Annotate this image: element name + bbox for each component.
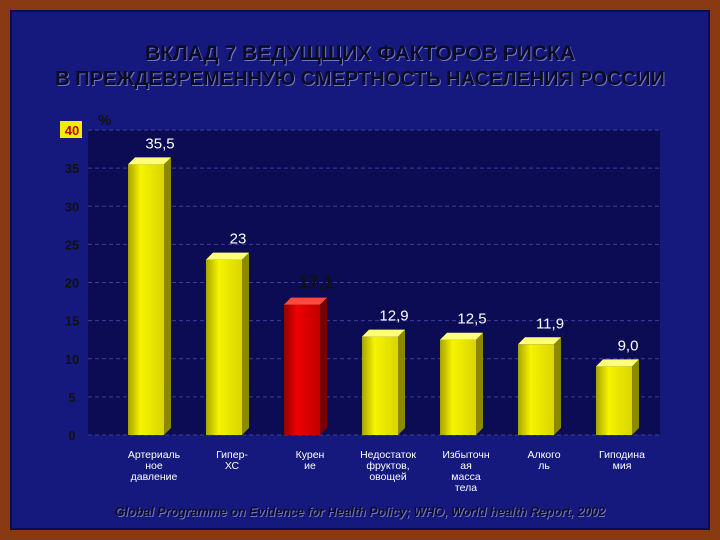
y-tick-label: 10 (65, 352, 79, 367)
category-label-line: Гиподина (599, 449, 645, 461)
bar (284, 297, 327, 435)
y-tick-label: 5 (68, 390, 75, 405)
y-tick-label: 20 (65, 276, 79, 291)
slide-title-line-2: В ПРЕЖДЕВРЕМЕННУЮ СМЕРТНОСТЬ НАСЕЛЕНИЯ Р… (55, 68, 665, 90)
category-label-line: мия (613, 460, 632, 472)
source-note: Global Programme on Evidence for Health … (114, 505, 606, 519)
y-tick-label: 15 (65, 314, 79, 329)
category-label: Артериаль ное давление (128, 449, 181, 483)
category-label: Недостаток фруктов, овощей (360, 449, 416, 483)
bar (596, 359, 639, 435)
category-label-line: Алкого (527, 449, 560, 461)
category-label-line: ль (538, 460, 550, 472)
gridlines (88, 129, 660, 436)
category-label-line: фруктов, (366, 460, 409, 472)
bar-side (554, 337, 561, 435)
y-tick-label: 25 (65, 237, 79, 252)
value-label: 12,5 (457, 311, 486, 328)
bar-top (128, 157, 171, 165)
value-labels: 35,5 23 17,1 12,9 12,5 11,9 9,0 (145, 135, 638, 354)
value-label: 23 (230, 231, 247, 248)
y-tick-highlight (60, 121, 82, 138)
bar-chart: 0 5 10 15 20 25 30 35 40 % 35,5 23 17,1 12,9 12,5 11,… (60, 112, 660, 494)
bar-top (518, 337, 561, 345)
bar-front (128, 164, 164, 435)
bar-side (398, 329, 405, 435)
bar-front (440, 339, 476, 435)
bar (518, 337, 561, 435)
category-label-line: масса (451, 471, 481, 483)
y-axis-ticks: 0 5 10 15 20 25 30 35 40 (60, 121, 82, 443)
category-label-line: ное (145, 460, 163, 472)
category-label-line: давление (131, 471, 178, 483)
y-axis-label: % (98, 112, 111, 129)
bar (128, 157, 171, 435)
category-labels: Артериаль ное давление Гипер-ХС Курен ие Недос… (128, 449, 645, 494)
y-tick-label: 40 (65, 123, 79, 138)
bar-side (164, 157, 171, 435)
bar (440, 332, 483, 435)
category-label-line: Избыточн (442, 449, 490, 461)
category-label: Алкого ль (527, 449, 560, 472)
bar-top (284, 297, 327, 305)
value-label: 9,0 (618, 337, 639, 354)
bar-front (284, 304, 320, 435)
bar-top (362, 329, 405, 337)
category-label-line: тела (455, 482, 477, 494)
bar-top (596, 359, 639, 367)
category-label-line: овощей (369, 471, 407, 483)
value-label: 35,5 (145, 135, 174, 152)
y-tick-label: 30 (65, 199, 79, 214)
category-label-line: ХС (225, 460, 240, 472)
bars (128, 157, 639, 435)
value-label: 12,9 (379, 308, 408, 325)
bar-front (596, 366, 632, 435)
y-tick-label: 0 (68, 428, 75, 443)
bar (206, 252, 249, 435)
bar-top (440, 332, 483, 340)
category-label: Гипер-ХС (216, 449, 248, 472)
category-label-line: Недостаток (360, 449, 416, 461)
value-label: 11,9 (536, 315, 564, 332)
category-label-line: ие (304, 460, 316, 472)
category-label-line: Курен (296, 449, 325, 461)
bar-side (242, 252, 249, 435)
y-tick-label: 35 (65, 161, 79, 176)
bar-side (476, 332, 483, 435)
value-label: 17,1 (298, 273, 333, 293)
bar-side (632, 359, 639, 435)
category-label-line: Артериаль (128, 449, 181, 461)
slide: ВКЛАД 7 ВЕДУЩЩИХ ФАКТОРОВ РИСКА В ПРЕЖДЕ… (10, 10, 710, 530)
bar (362, 329, 405, 435)
category-label-line: Гипер- (216, 449, 248, 461)
bar-top (206, 252, 249, 260)
slide-title-line-1: ВКЛАД 7 ВЕДУЩЩИХ ФАКТОРОВ РИСКА (144, 42, 576, 65)
category-label: Гиподина мия (599, 449, 645, 472)
category-label: Избыточн ая масса тела (442, 449, 490, 494)
category-label-line: ая (460, 460, 472, 472)
bar-front (518, 344, 554, 435)
category-label: Курен ие (296, 449, 325, 472)
bar-side (320, 297, 327, 435)
bar-front (206, 259, 242, 435)
bar-front (362, 336, 398, 435)
